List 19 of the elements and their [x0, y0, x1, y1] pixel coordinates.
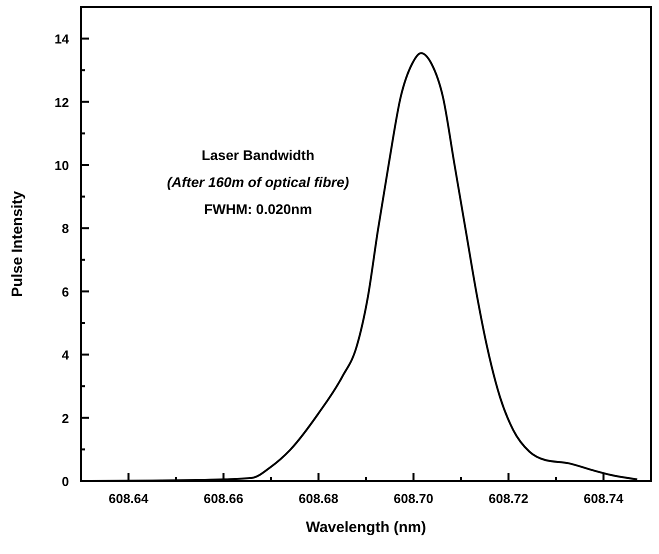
annotation: (After 160m of optical fibre) — [166, 174, 350, 190]
y-tick-label: 12 — [54, 94, 69, 110]
y-tick-label: 6 — [62, 284, 69, 300]
y-tick-label: 8 — [62, 221, 69, 236]
y-tick-label: 4 — [62, 348, 70, 363]
y-tick-label: 0 — [62, 474, 69, 489]
x-tick-label: 608.72 — [488, 491, 528, 506]
x-tick-label: 608.74 — [584, 491, 624, 506]
y-tick-label: 14 — [54, 32, 70, 47]
x-tick-label: 608.64 — [108, 491, 150, 506]
annotation: Laser Bandwidth — [202, 147, 314, 163]
x-tick-label: 608.66 — [204, 491, 244, 506]
annotation: FWHM: 0.020nm — [204, 201, 312, 217]
y-axis-title: Pulse Intensity — [9, 190, 26, 297]
x-tick-label: 608.68 — [298, 491, 338, 506]
x-axis-title: Wavelength (nm) — [306, 519, 426, 536]
x-tick-label: 608.70 — [394, 491, 434, 506]
y-tick-label: 2 — [62, 410, 69, 426]
y-tick-label: 10 — [54, 158, 69, 173]
